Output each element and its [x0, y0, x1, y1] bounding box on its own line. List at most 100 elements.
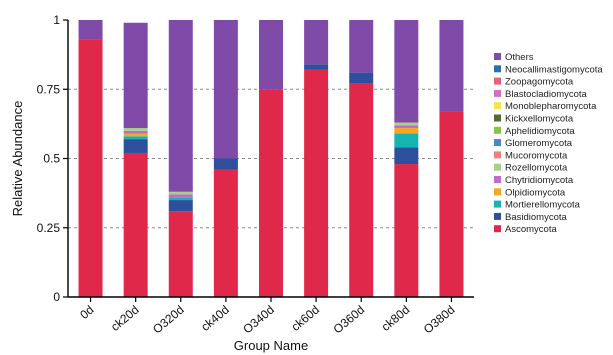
legend-swatch — [494, 176, 501, 183]
legend-item: Ascomycota — [494, 224, 557, 235]
bar-stack-O320d — [168, 20, 193, 297]
bar-segment-others — [304, 20, 329, 65]
bar-segment-mortierellomycota — [123, 136, 148, 140]
bar-segment-mortierellomycota — [394, 133, 419, 148]
y-tick-label: 0.25 — [37, 221, 61, 235]
bar-stack-O340d — [259, 20, 283, 297]
legend-label: Zoopagomycota — [505, 77, 574, 88]
legend-swatch — [494, 102, 501, 110]
x-tick-label: 0d — [77, 303, 96, 322]
legend-item: Zoopagomycota — [494, 77, 574, 88]
legend-label: Mortierellomycota — [505, 200, 581, 211]
legend-swatch — [494, 114, 501, 122]
bar-segment-ascomycota — [123, 152, 148, 297]
legend-label: Ascomycota — [505, 224, 557, 235]
legend-label: Aphelidiomycota — [505, 126, 575, 137]
legend-label: Mucoromycota — [505, 150, 568, 161]
legend-swatch — [494, 126, 501, 134]
legend-label: Monoblepharomycota — [505, 101, 597, 112]
y-axis-title: Relative Abundance — [10, 101, 25, 217]
x-axis-title: Group Name — [234, 338, 308, 353]
legend-label: Neocallimastigomycota — [505, 64, 603, 75]
legend-item: Monoblepharomycota — [494, 101, 597, 112]
bar-segment-others — [349, 20, 374, 73]
bar-segment-others — [439, 20, 464, 112]
bar-segment-basidiomycota — [394, 147, 419, 165]
legend-swatch — [494, 77, 501, 85]
bar-stack-ck20d — [123, 22, 148, 297]
x-tick-label: O340d — [240, 303, 277, 337]
y-tick-label: 0.75 — [37, 82, 61, 96]
legend-label: Blastocladiomycota — [505, 89, 588, 100]
bar-segment-rozellomycota — [394, 122, 419, 126]
legend-item: Olpidiomycota — [494, 187, 566, 198]
legend-label: Rozellomycota — [505, 163, 568, 174]
bar-segment-basidiomycota — [304, 64, 329, 70]
bar-segment-ascomycota — [259, 89, 283, 297]
bar-segment-others — [213, 20, 238, 159]
bar-segment-rozellomycota — [168, 191, 193, 195]
legend-item: Others — [494, 52, 534, 63]
legend-item: Basidiomycota — [494, 212, 567, 223]
legend-item: Chytridiomycota — [494, 175, 574, 186]
bar-segment-olpidiomycota — [394, 128, 419, 134]
legend-swatch — [494, 200, 501, 208]
bar-stack-O380d — [439, 20, 464, 297]
x-tick-label: O360d — [331, 303, 368, 337]
legend-swatch — [494, 53, 501, 60]
x-tick-label: ck40d — [198, 303, 232, 334]
bar-segment-mortierellomycota — [168, 197, 193, 201]
y-ticks-group: 0 0.25 0.5 0.75 1 — [37, 13, 68, 304]
legend-item: Neocallimastigomycota — [494, 64, 603, 75]
bar-segment-others — [394, 20, 419, 123]
x-tick-label: ck60d — [289, 303, 323, 334]
bar-segment-chytridiomycota — [168, 194, 193, 198]
bar-segment-ascomycota — [78, 39, 103, 297]
bar-segment-olpidiomycota — [123, 133, 148, 137]
bar-stack-ck40d — [213, 20, 238, 297]
legend-swatch — [494, 89, 501, 97]
legend-label: Kickxellomycota — [505, 114, 574, 125]
legend-label: Others — [505, 52, 534, 63]
bar-stack-O360d — [349, 20, 374, 298]
bar-stack-0d — [78, 20, 103, 297]
bar-segment-others — [168, 20, 193, 192]
bar-segment-basidiomycota — [213, 158, 238, 170]
y-tick-label: 0.5 — [43, 152, 60, 166]
x-ticks-group: 0d ck20d O320d ck40d O340d ck60d O360d ck80d O38… — [77, 297, 457, 336]
legend-item: Blastocladiomycota — [494, 89, 588, 100]
x-tick-label: O380d — [421, 303, 458, 337]
legend-item: Glomeromycota — [494, 138, 573, 149]
bar-segment-ascomycota — [213, 169, 238, 297]
legend-item: Rozellomycota — [494, 163, 568, 174]
legend-swatch — [494, 65, 501, 73]
bar-stack-ck80d — [394, 20, 419, 297]
legend-item: Mortierellomycota — [494, 200, 581, 211]
legend-swatch — [494, 225, 501, 233]
legend-item: Kickxellomycota — [494, 114, 574, 125]
legend-label: Basidiomycota — [505, 212, 567, 223]
bar-segment-chytridiomycota — [394, 125, 419, 129]
legend-item: Aphelidiomycota — [494, 126, 575, 137]
bar-segment-ascomycota — [304, 69, 329, 297]
y-tick-label: 1 — [53, 13, 60, 27]
bar-stack-ck60d — [304, 20, 329, 297]
bar-segment-basidiomycota — [168, 200, 193, 212]
bars-group — [78, 20, 464, 298]
bar-segment-basidiomycota — [123, 139, 148, 153]
bar-segment-ascomycota — [349, 83, 374, 298]
legend-label: Chytridiomycota — [505, 175, 574, 186]
bar-segment-others — [78, 20, 103, 40]
legend-label: Olpidiomycota — [505, 187, 566, 198]
legend-swatch — [494, 212, 501, 220]
bar-segment-ascomycota — [168, 211, 193, 297]
bar-segment-others — [123, 22, 148, 129]
bar-segment-others — [259, 20, 283, 90]
x-tick-label: O320d — [150, 303, 187, 337]
legend-swatch — [494, 139, 501, 147]
legend-label: Glomeromycota — [505, 138, 573, 149]
x-tick-label: ck20d — [108, 303, 142, 334]
legend-swatch — [494, 163, 501, 171]
